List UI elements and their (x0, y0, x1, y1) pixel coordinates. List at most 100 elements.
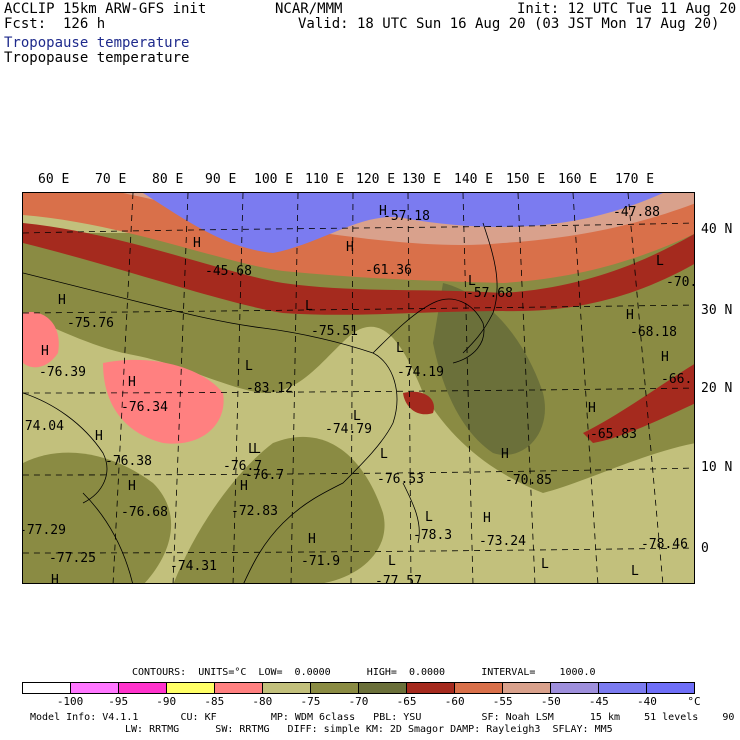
high-marker: H (308, 532, 316, 547)
value-label: -76.53 (377, 472, 424, 487)
low-marker: L (253, 442, 261, 457)
model-info-line2: LW: RRTMG SW: RRTMG DIFF: simple KM: 2D … (125, 724, 613, 735)
high-marker: H (240, 479, 248, 494)
lat-label: 0 (701, 541, 709, 556)
value-label: -70.3 (666, 275, 695, 290)
colorbar-swatch (359, 683, 407, 693)
colorbar-tick: -70 (348, 695, 369, 708)
colorbar-swatch (407, 683, 455, 693)
low-marker: L (425, 510, 433, 525)
colorbar-tick: -50 (540, 695, 561, 708)
value-label: -47.88 (613, 205, 660, 220)
low-marker: L (353, 409, 361, 424)
value-label: -74.79 (325, 422, 372, 437)
value-label: -74.19 (397, 365, 444, 380)
high-marker: H (588, 401, 596, 416)
colorbar-swatch (647, 683, 694, 693)
lon-label: 90 E (205, 172, 237, 187)
colorbar-tick: -40 (636, 695, 657, 708)
low-marker: L (468, 274, 476, 289)
band-salmon-india (103, 359, 224, 444)
coastlines (23, 222, 498, 583)
value-label: -78.46 (641, 537, 688, 552)
high-marker: H (661, 350, 669, 365)
colorbar (22, 682, 695, 694)
value-label: -78.3 (413, 528, 452, 543)
colorbar-swatch (503, 683, 551, 693)
high-marker: H (58, 293, 66, 308)
value-label: -76.68 (121, 505, 168, 520)
value-label: -76.7 (245, 468, 284, 483)
high-marker: H (128, 479, 136, 494)
low-marker: L (396, 341, 404, 356)
value-label: -66. (661, 372, 692, 387)
lat-label: 10 N (701, 460, 733, 475)
value-label: -74.04 (23, 419, 64, 434)
value-label: -70.85 (505, 473, 552, 488)
colorbar-tick: -85 (204, 695, 225, 708)
low-marker: L (631, 564, 639, 579)
lat-label: 30 N (701, 303, 733, 318)
value-label: -57.68 (466, 286, 513, 301)
high-marker: H (483, 511, 491, 526)
high-marker: H (95, 429, 103, 444)
value-label: -65.83 (590, 427, 637, 442)
high-marker: H (128, 375, 136, 390)
high-marker: H (193, 236, 201, 251)
colorbar-swatch (167, 683, 215, 693)
field-title-shaded: Tropopause temperature (4, 35, 190, 51)
value-label: -76.39 (39, 365, 86, 380)
org-label: NCAR/MMM (275, 1, 343, 17)
value-label: -74.31 (170, 559, 217, 574)
low-marker: L (380, 447, 388, 462)
value-label: -83.12 (246, 381, 293, 396)
value-label: -71.9 (301, 554, 340, 569)
map-panel: H-57.18H-47.88H-45.68H-61.36L-70.3L-57.6… (22, 192, 695, 584)
init-time: Init: 12 UTC Tue 11 Aug 20 (517, 1, 737, 17)
low-marker: L (305, 299, 313, 314)
value-label: -61.36 (365, 263, 412, 278)
colorbar-swatch (71, 683, 119, 693)
lon-label: 170 E (615, 172, 655, 187)
lon-label: 120 E (356, 172, 396, 187)
low-marker: L (245, 359, 253, 374)
colorbar-swatch (311, 683, 359, 693)
lat-label: 40 N (701, 222, 733, 237)
colorbar-tick: -100 (56, 695, 84, 708)
value-label: -77.25 (49, 551, 96, 566)
colorbar-swatch (263, 683, 311, 693)
colorbar-swatch (23, 683, 71, 693)
colorbar-tick: -75 (300, 695, 321, 708)
band-red-pacific (583, 364, 694, 443)
high-marker: H (51, 573, 59, 584)
value-label: -75.51 (311, 324, 358, 339)
low-marker: L (388, 554, 396, 569)
colorbar-tick: -45 (588, 695, 609, 708)
colorbar-tick: -80 (252, 695, 273, 708)
high-marker: H (379, 204, 387, 219)
colorbar-tick: -65 (396, 695, 417, 708)
lon-label: 150 E (506, 172, 546, 187)
colorbar-swatch (551, 683, 599, 693)
colorbar-swatch (215, 683, 263, 693)
colorbar-tick: -90 (156, 695, 177, 708)
band-dark-olive-west (23, 452, 172, 583)
high-marker: H (41, 344, 49, 359)
colorbar-tick: -60 (444, 695, 465, 708)
high-marker: H (346, 240, 354, 255)
lon-label: 140 E (454, 172, 494, 187)
value-label: -57.18 (383, 209, 430, 224)
map-value-labels: H-57.18H-47.88H-45.68H-61.36L-70.3L-57.6… (23, 204, 695, 584)
forecast-hour: Fcst: 126 h (4, 16, 106, 32)
lon-label: 100 E (254, 172, 294, 187)
value-label: -76.34 (121, 400, 168, 415)
colorbar-unit: °C (687, 695, 701, 708)
lon-label: 160 E (558, 172, 598, 187)
value-label: -77.57 (375, 574, 422, 584)
lat-label: 20 N (701, 381, 733, 396)
low-marker: L (656, 254, 664, 269)
band-red-patch (403, 391, 434, 415)
colorbar-swatch (119, 683, 167, 693)
lon-label: 80 E (152, 172, 184, 187)
band-red (23, 223, 694, 315)
